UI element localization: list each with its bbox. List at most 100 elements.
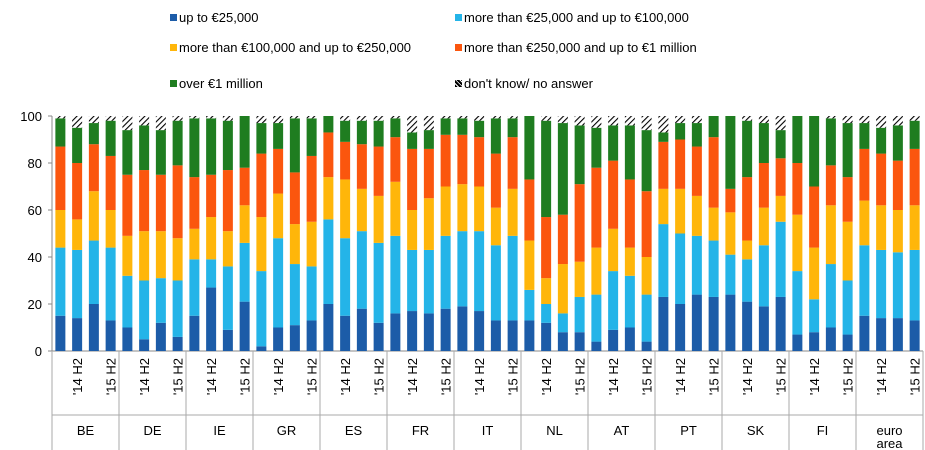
bar-segment <box>691 116 702 124</box>
y-tick-label: 60 <box>28 203 42 218</box>
bar-segment <box>624 116 635 126</box>
bar-segment <box>691 294 702 351</box>
bar-segment <box>675 139 686 189</box>
x-tick-label: '14 H2 <box>137 358 152 395</box>
bar-segment <box>222 116 233 121</box>
bar-segment <box>557 214 568 265</box>
bar-segment <box>423 116 434 131</box>
x-tick-label: '14 H2 <box>740 358 755 395</box>
bar-segment <box>289 116 300 119</box>
bar-segment <box>206 287 217 351</box>
bar-segment <box>524 320 535 351</box>
bar-segment <box>172 238 183 281</box>
group-label: GR <box>276 423 297 438</box>
bar-segment <box>624 275 635 328</box>
bar-segment <box>792 116 803 163</box>
bar-segment <box>524 240 535 290</box>
bar-segment <box>624 125 635 180</box>
bar-segment <box>323 132 334 178</box>
bar-segment <box>390 181 401 236</box>
group-label: BE <box>76 423 95 438</box>
bar-segment <box>306 118 317 156</box>
bar-segment <box>172 336 183 351</box>
legend-swatch <box>170 44 177 51</box>
bar-segment <box>206 217 217 260</box>
x-tick-label: '14 H2 <box>874 358 889 395</box>
bar-segment <box>742 301 753 351</box>
bar-segment <box>72 318 83 351</box>
bar-segment <box>390 235 401 314</box>
bar-segment <box>541 120 552 218</box>
bar-segment <box>239 301 250 351</box>
bar-segment <box>641 294 652 342</box>
bar-segment <box>574 261 585 297</box>
bar-segment <box>725 254 736 295</box>
y-tick-label: 0 <box>35 344 42 359</box>
bar-segment <box>88 240 99 304</box>
bar-segment <box>708 116 719 138</box>
x-tick-label: '14 H2 <box>405 358 420 395</box>
bar-segment <box>725 188 736 213</box>
bar-segment <box>574 184 585 262</box>
bar-segment <box>758 116 769 124</box>
bar-segment <box>842 123 853 178</box>
x-tick-label: '14 H2 <box>539 358 554 395</box>
bar-segment <box>122 275 133 328</box>
x-tick-label: '14 H2 <box>472 358 487 395</box>
bar-segment <box>273 193 284 239</box>
bar-segment <box>742 116 753 121</box>
bar-segment <box>876 205 887 250</box>
bar-segment <box>809 299 820 333</box>
bar-segment <box>474 231 485 312</box>
bar-segment <box>541 217 552 279</box>
bar-segment <box>641 130 652 192</box>
bar-segment <box>457 231 468 307</box>
bar-segment <box>909 249 920 321</box>
group-label: AT <box>613 423 630 438</box>
bar-segment <box>825 116 836 119</box>
bar-segment <box>775 296 786 351</box>
bar-segment <box>105 320 116 351</box>
bar-segment <box>892 125 903 161</box>
bar-segment <box>239 167 250 206</box>
legend-label: more than €25,000 and up to €100,000 <box>464 10 689 25</box>
bar-segment <box>557 313 568 333</box>
bar-segment <box>72 249 83 319</box>
bar-segment <box>289 118 300 173</box>
bar-segment <box>356 308 367 351</box>
bar-segment <box>55 247 66 316</box>
y-tick-label: 80 <box>28 156 42 171</box>
bar-segment <box>842 116 853 124</box>
bar-segment <box>608 228 619 272</box>
bar-segment <box>289 325 300 351</box>
bar-segment <box>658 188 669 225</box>
bar-segment <box>440 235 451 309</box>
bar-segment <box>72 163 83 220</box>
bar-segment <box>273 148 284 194</box>
bar-segment <box>675 123 686 140</box>
bar-segment <box>306 320 317 351</box>
bar-segment <box>88 123 99 145</box>
bar-segment <box>222 170 233 232</box>
bar-segment <box>323 116 334 133</box>
bar-segment <box>909 205 920 250</box>
bar-segment <box>55 210 66 248</box>
group-label: FI <box>816 423 829 438</box>
bar-segment <box>574 332 585 351</box>
group-label: IT <box>481 423 494 438</box>
bar-segment <box>155 116 166 131</box>
bar-segment <box>658 296 669 351</box>
bar-segment <box>507 320 518 351</box>
group-label: DE <box>143 423 162 438</box>
bar-segment <box>892 252 903 319</box>
bar-segment <box>758 123 769 163</box>
bar-segment <box>742 240 753 260</box>
bar-segment <box>641 341 652 351</box>
bar-segment <box>742 177 753 241</box>
bar-segment <box>859 245 870 316</box>
bar-segment <box>122 327 133 351</box>
bar-segment <box>574 296 585 333</box>
bar-segment <box>658 224 669 297</box>
bar-segment <box>440 308 451 351</box>
bar-segment <box>825 118 836 166</box>
